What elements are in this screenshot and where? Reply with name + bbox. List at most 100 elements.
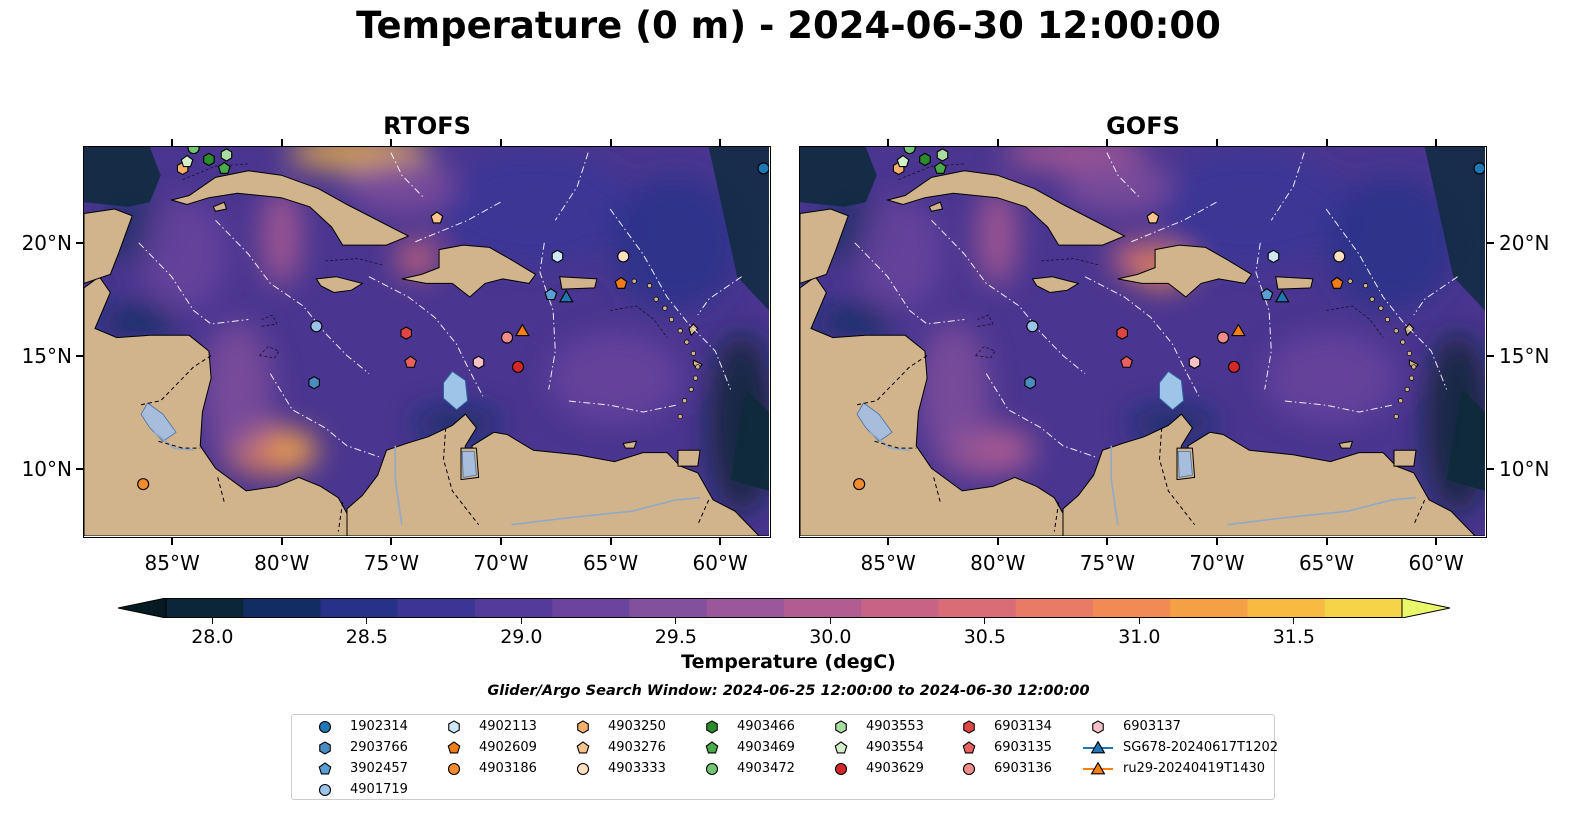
legend-label: 4903629	[866, 761, 924, 776]
lon-tick-mark	[499, 139, 502, 146]
platform-marker-6903135	[404, 355, 418, 368]
platform-marker-6903137	[1188, 355, 1201, 370]
colorbar-canvas	[117, 597, 1451, 619]
temperature-field	[800, 147, 1485, 514]
lat-tick-label: 20°N	[1499, 231, 1550, 256]
lon-tick-mark	[171, 538, 174, 545]
lat-tick-mark	[1487, 355, 1494, 358]
colorbar-label: Temperature (degC)	[681, 651, 896, 673]
lon-tick-mark	[887, 139, 890, 146]
lon-tick-mark	[996, 139, 999, 146]
map-canvas	[84, 147, 769, 536]
land-trinidad	[677, 449, 701, 467]
legend-label: 1902314	[350, 719, 408, 734]
platform-marker-1902314	[1473, 162, 1485, 175]
land-jamaica	[1031, 276, 1080, 294]
lake-feature	[443, 370, 469, 411]
legend-label: 4901719	[350, 782, 408, 797]
platform-marker-6903136	[501, 331, 514, 344]
triangle-marker-icon	[1083, 740, 1113, 754]
platform-marker-3902457	[544, 287, 558, 301]
lon-tick-mark	[887, 538, 890, 545]
platform-marker-4903466	[919, 152, 931, 167]
land-masses	[800, 170, 1485, 536]
legend-label: 4902113	[479, 719, 537, 734]
land-south-america	[1062, 413, 1485, 536]
platform-marker-4902113	[551, 249, 564, 264]
lon-tick-label: 75°W	[1079, 551, 1135, 575]
circle-marker-icon	[318, 783, 332, 797]
lon-tick-mark	[390, 538, 393, 545]
platform-marker-4903469	[933, 161, 947, 174]
land-central-america	[800, 275, 1064, 536]
platform-marker-sg678-20240617t1202	[1274, 289, 1290, 303]
circle-marker-icon	[447, 762, 461, 776]
legend-label: 6903135	[994, 740, 1052, 755]
platform-marker-2903766	[1024, 375, 1036, 390]
land-puerto-rico	[559, 276, 598, 290]
platform-marker-sg678-20240617t1202	[558, 289, 574, 303]
colorbar-tick-mark	[984, 618, 986, 624]
colorbar-segment	[629, 598, 708, 618]
land-isla-juventud	[928, 201, 944, 212]
lon-tick-label: 65°W	[1298, 551, 1355, 575]
platform-marker-4903553	[220, 148, 233, 162]
platform-marker-3902457	[1260, 287, 1274, 301]
lon-tick-label: 70°W	[1189, 551, 1245, 575]
colorbar-segment	[166, 598, 244, 618]
pentagon-marker-icon	[962, 741, 976, 754]
platform-marker-4901719	[1026, 320, 1039, 333]
platform-marker-4903629	[511, 360, 525, 373]
colorbar-segment	[1093, 598, 1171, 618]
circle-marker-icon	[576, 762, 590, 776]
lat-tick-mark	[1487, 467, 1494, 470]
colorbar-tick-label: 28.5	[345, 626, 388, 648]
legend-label: 4903250	[608, 719, 666, 734]
lat-tick-label: 10°N	[21, 456, 72, 481]
pentagon-marker-icon	[576, 741, 590, 754]
colorbar-tick-mark	[675, 618, 677, 624]
platform-marker-2903766	[308, 375, 320, 390]
lon-tick-label: 85°W	[144, 551, 200, 575]
land-south-america	[346, 413, 769, 536]
legend-label: 4903553	[866, 719, 924, 734]
pentagon-marker-icon	[318, 762, 332, 775]
lon-tick-label: 80°W	[970, 551, 1026, 575]
land-trinidad	[1393, 449, 1417, 467]
pentagon-marker-icon	[705, 741, 719, 754]
lat-tick-mark	[76, 467, 83, 470]
platform-marker-4903333	[617, 250, 630, 263]
land-lesser-antilles	[1404, 323, 1415, 337]
lon-tick-label: 60°W	[692, 551, 748, 575]
legend-label: 6903137	[1123, 719, 1181, 734]
legend-label: SG678-20240617T1202	[1123, 740, 1279, 755]
land-cuba	[885, 170, 1126, 246]
lon-tick-label: 70°W	[473, 551, 529, 575]
colorbar-tick-label: 31.5	[1272, 626, 1315, 648]
rivers	[869, 431, 1417, 526]
island-arc	[631, 278, 701, 420]
lon-tick-label: 60°W	[1408, 551, 1464, 575]
circle-marker-icon	[705, 762, 719, 776]
legend-label: 6903136	[994, 761, 1052, 776]
land-central-america	[84, 275, 348, 536]
colorbar-tick-mark	[1138, 618, 1140, 624]
eez-boundaries	[138, 152, 742, 458]
lon-tick-mark	[609, 139, 612, 146]
lon-tick-mark	[1435, 139, 1438, 146]
colorbar-tick-mark	[211, 618, 213, 624]
platform-marker-4903554	[896, 154, 910, 168]
legend-label: 2903766	[350, 740, 408, 755]
country-borders	[138, 355, 710, 532]
legend-label: 4903469	[737, 740, 795, 755]
land-lesser-antilles	[688, 323, 699, 337]
legend-label: 4903276	[608, 740, 666, 755]
hexagon-marker-icon	[577, 720, 589, 734]
land-cuba	[169, 170, 410, 246]
colorbar-segment	[1170, 598, 1248, 618]
lon-tick-mark	[499, 538, 502, 545]
platform-marker-1902314	[757, 162, 769, 175]
land-yucatan	[800, 208, 849, 284]
platform-marker-4902113	[1267, 249, 1280, 264]
eez-boundaries	[854, 152, 1458, 458]
